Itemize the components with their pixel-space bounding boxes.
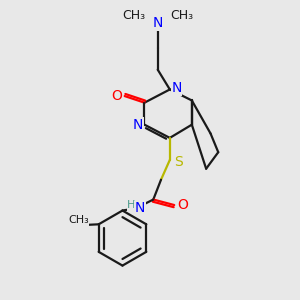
Text: CH₃: CH₃	[170, 9, 194, 22]
Text: N: N	[133, 118, 143, 132]
Text: N: N	[171, 81, 182, 95]
Text: CH₃: CH₃	[68, 215, 89, 226]
Text: N: N	[152, 16, 163, 30]
Text: O: O	[178, 198, 188, 212]
Text: S: S	[174, 155, 183, 169]
Text: N: N	[135, 201, 145, 215]
Text: CH₃: CH₃	[122, 9, 145, 22]
Text: H: H	[127, 200, 136, 210]
Text: O: O	[112, 89, 122, 103]
